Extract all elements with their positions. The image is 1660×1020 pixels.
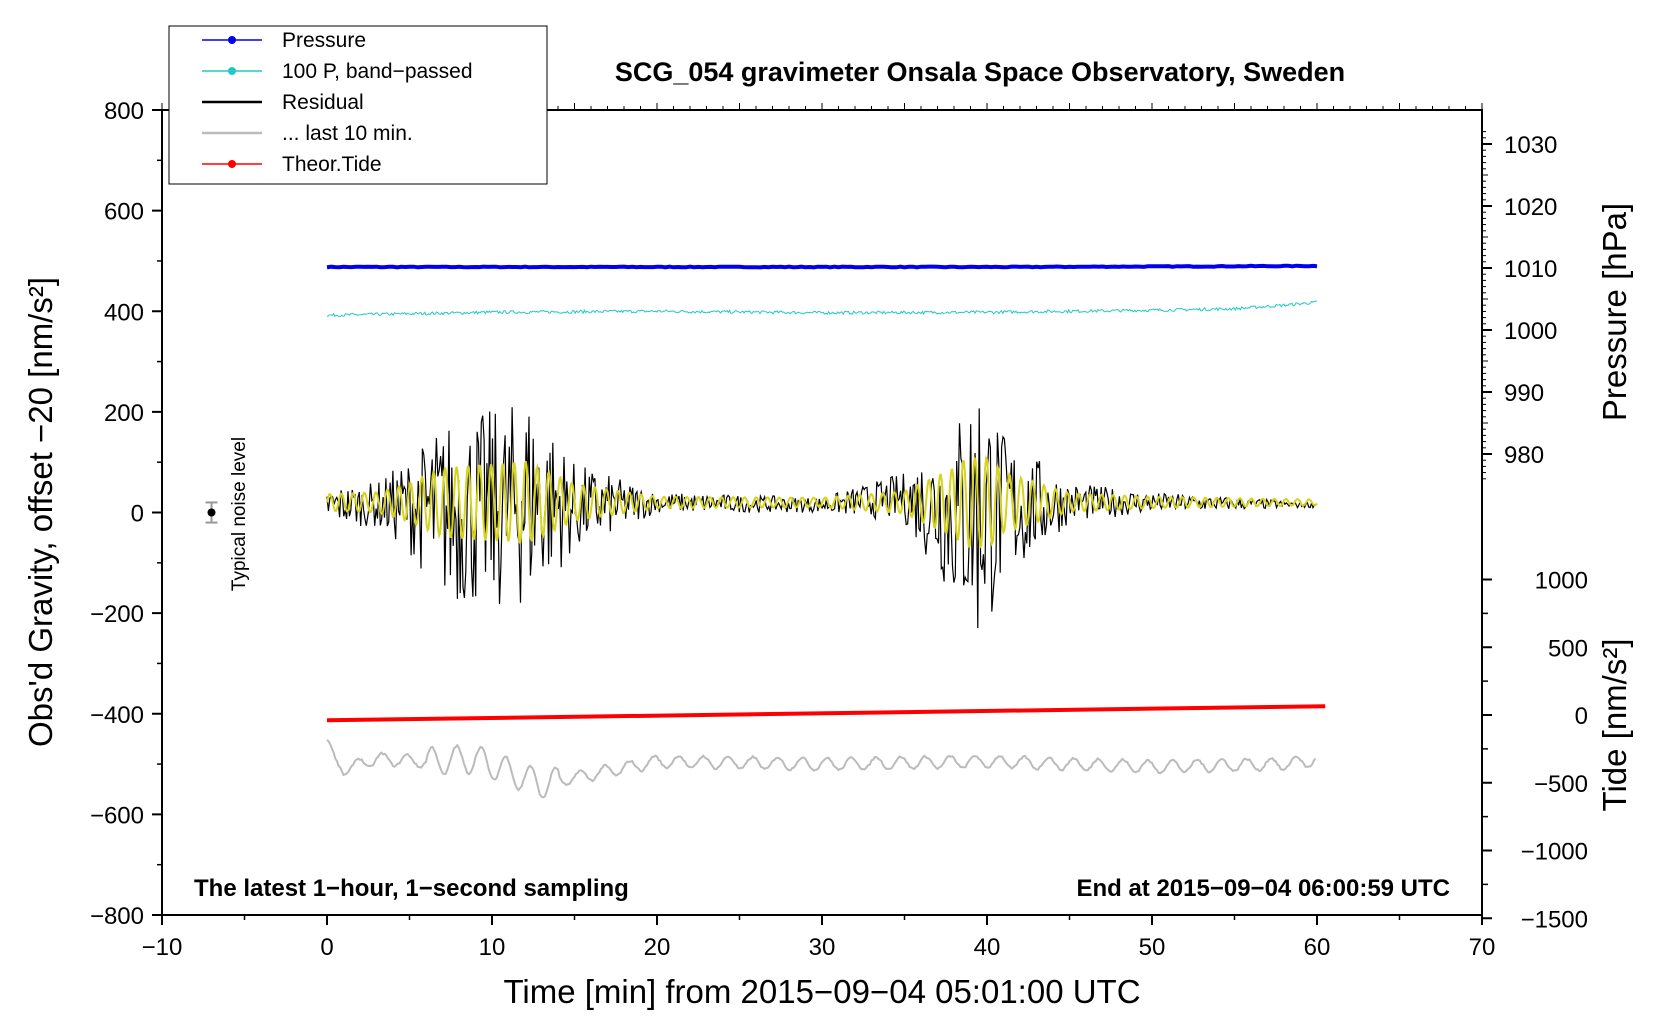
pressure-tick-label: 1010 bbox=[1504, 256, 1557, 283]
y-tick-label: −400 bbox=[90, 702, 144, 729]
legend-swatch-dot bbox=[228, 36, 236, 44]
x-tick-label: 60 bbox=[1304, 934, 1331, 961]
noise-level-label: Typical noise level bbox=[229, 437, 250, 591]
end-time-note: End at 2015−09−04 06:00:59 UTC bbox=[1076, 875, 1450, 902]
tide-tick-label: −500 bbox=[1534, 771, 1588, 798]
filtered-residual-line bbox=[326, 455, 1318, 550]
y-tick-label: 200 bbox=[104, 400, 144, 427]
y-tick-label: 0 bbox=[131, 501, 144, 528]
x-tick-label: −10 bbox=[142, 934, 183, 961]
pressure-line bbox=[326, 263, 1318, 270]
sampling-note: The latest 1−hour, 1−second sampling bbox=[194, 875, 629, 902]
y-tick-label: −200 bbox=[90, 601, 144, 628]
tide-tick-label: 500 bbox=[1548, 635, 1588, 662]
axes-layer: −10 0 10 20 30 40 50 60 708006004002000−200−400−… bbox=[90, 98, 1588, 961]
pressure-tick-label: 1000 bbox=[1504, 318, 1557, 345]
x-tick-label: 40 bbox=[974, 934, 1001, 961]
legend-swatch-dot bbox=[228, 160, 236, 168]
legend-label: 100 P, band−passed bbox=[282, 60, 473, 83]
y-axis-title: Obs'd Gravity, offset −20 [nm/s²] bbox=[22, 277, 59, 747]
band-passed-pressure-line bbox=[326, 300, 1317, 318]
tide-tick-label: −1500 bbox=[1521, 906, 1588, 933]
tide-tick-label: 1000 bbox=[1535, 568, 1588, 595]
tide-axis-title: Tide [nm/s²] bbox=[1596, 639, 1633, 812]
pressure-axis-title: Pressure [hPa] bbox=[1596, 203, 1633, 421]
theoretical-tide-line bbox=[326, 704, 1326, 723]
pressure-tick-label: 1020 bbox=[1504, 194, 1557, 221]
y-tick-label: 800 bbox=[104, 98, 144, 125]
x-tick-label: 0 bbox=[320, 934, 333, 961]
pressure-tick-label: 1030 bbox=[1504, 132, 1557, 159]
y-tick-label: −800 bbox=[90, 903, 144, 930]
x-tick-label: 70 bbox=[1469, 934, 1496, 961]
legend-label: ... last 10 min. bbox=[282, 122, 413, 145]
x-tick-label: 10 bbox=[479, 934, 506, 961]
legend-box bbox=[168, 25, 548, 185]
legend-label: Pressure bbox=[282, 29, 366, 52]
tide-tick-label: 0 bbox=[1575, 703, 1588, 730]
y-tick-label: 400 bbox=[104, 299, 144, 326]
noise-point bbox=[207, 508, 216, 517]
legend: Pressure 100 P, band−passed Residual ... la… bbox=[168, 25, 548, 185]
x-tick-label: 20 bbox=[644, 934, 671, 961]
series-layer bbox=[326, 263, 1326, 799]
noise-level-marker bbox=[205, 501, 218, 524]
y-tick-label: 600 bbox=[104, 199, 144, 226]
legend-label: Theor.Tide bbox=[282, 153, 382, 176]
pressure-tick-label: 990 bbox=[1504, 380, 1544, 407]
legend-swatch-dot bbox=[228, 67, 236, 75]
x-axis-title: Time [min] from 2015−09−04 05:01:00 UTC bbox=[503, 973, 1140, 1010]
chart-title: SCG_054 gravimeter Onsala Space Observat… bbox=[615, 57, 1345, 87]
tide-tick-label: −1000 bbox=[1521, 839, 1588, 866]
last-10-min-line bbox=[326, 738, 1317, 799]
x-tick-label: 50 bbox=[1139, 934, 1166, 961]
pressure-tick-label: 980 bbox=[1504, 442, 1544, 469]
legend-label: Residual bbox=[282, 91, 364, 114]
y-tick-label: −600 bbox=[90, 802, 144, 829]
x-tick-label: 30 bbox=[809, 934, 836, 961]
